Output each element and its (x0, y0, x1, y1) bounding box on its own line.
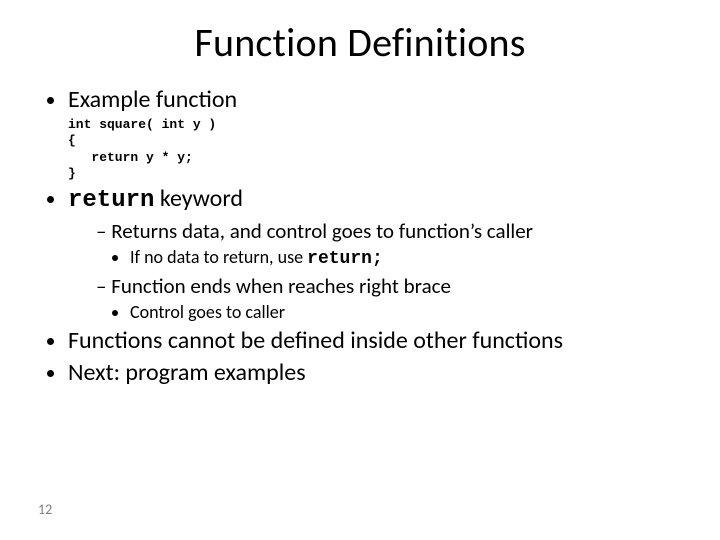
bullet-text: Next: program examples (68, 358, 306, 387)
sub-bullet: Function ends when reaches right brace C… (96, 273, 680, 324)
bullet-text: Functions cannot be defined inside other… (68, 326, 563, 355)
code-line: } (68, 166, 76, 181)
page-number: 12 (38, 501, 52, 518)
sub-sub-list: Control goes to caller (96, 301, 680, 324)
code-line: return y * y; (68, 150, 193, 165)
bullet-text: keyword (154, 184, 243, 213)
bullet-text: Example function (68, 85, 237, 114)
bullet-text: Function ends when reaches right brace (111, 273, 451, 299)
bullet-list: Example function int square( int y ) { r… (40, 85, 680, 388)
bullet-no-nested-defs: Functions cannot be defined inside other… (68, 326, 680, 356)
slide-title: Function Definitions (40, 18, 680, 67)
sub-bullet: Returns data, and control goes to functi… (96, 218, 680, 271)
code-inline: return; (307, 249, 383, 269)
sub-sub-bullet: If no data to return, use return; (130, 246, 680, 271)
sub-sub-bullet: Control goes to caller (130, 301, 680, 324)
sub-list: Returns data, and control goes to functi… (68, 218, 680, 324)
bullet-return-keyword: return keyword Returns data, and control… (68, 184, 680, 324)
bullet-text: Returns data, and control goes to functi… (111, 218, 533, 244)
code-line: { (68, 133, 76, 148)
bullet-example-function: Example function int square( int y ) { r… (68, 85, 680, 182)
slide: Function Definitions Example function in… (0, 0, 720, 540)
sub-sub-list: If no data to return, use return; (96, 246, 680, 271)
code-line: int square( int y ) (68, 117, 216, 132)
code-inline: return (68, 187, 154, 214)
bullet-text: Control goes to caller (130, 301, 285, 323)
code-block: int square( int y ) { return y * y; } (68, 117, 680, 182)
bullet-text: If no data to return, use (130, 246, 307, 268)
bullet-next: Next: program examples (68, 358, 680, 388)
